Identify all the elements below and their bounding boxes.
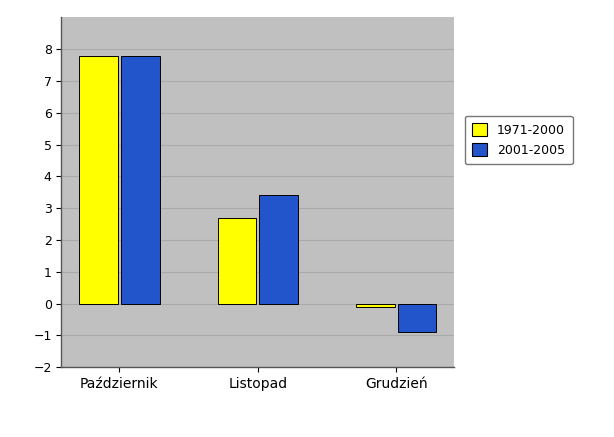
Bar [356, 304, 395, 307]
Bar [259, 195, 298, 304]
Bar [398, 304, 437, 332]
Bar [218, 218, 257, 304]
Legend: 1971-2000, 2001-2005: 1971-2000, 2001-2005 [465, 116, 573, 164]
Bar [79, 55, 118, 304]
Bar [121, 55, 160, 304]
